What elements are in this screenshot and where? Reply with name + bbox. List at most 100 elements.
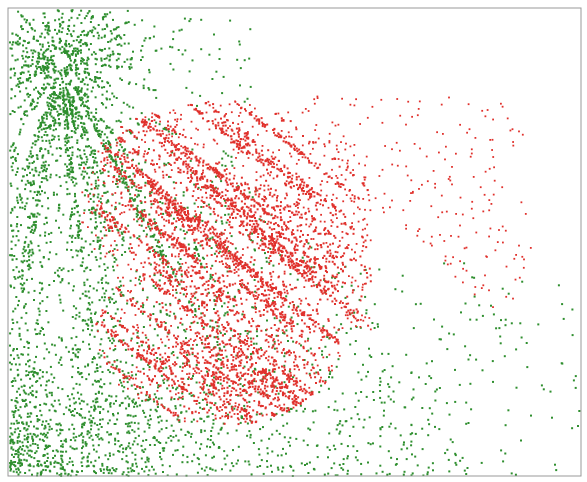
scatter-point [251,382,254,385]
scatter-point [160,208,163,211]
scatter-point [257,388,259,391]
scatter-point [315,208,318,211]
scatter-point [211,186,214,189]
scatter-point [121,473,124,476]
scatter-point [70,64,73,67]
scatter-point [60,31,63,34]
scatter-point [412,396,415,399]
scatter-point [69,404,71,407]
scatter-point [214,299,217,302]
scatter-point [240,415,243,418]
scatter-point [70,130,73,132]
scatter-point [165,441,168,444]
scatter-point [520,336,523,339]
scatter-point [298,193,300,196]
scatter-point [89,414,92,417]
scatter-point [11,209,14,212]
scatter-point [33,229,36,232]
scatter-point [123,60,126,63]
scatter-point [74,53,77,56]
scatter-point [42,468,45,471]
scatter-point [64,49,67,52]
scatter-point [14,244,17,247]
scatter-point [101,16,104,19]
scatter-point [49,470,52,473]
scatter-point [72,285,75,288]
scatter-point [149,235,152,238]
scatter-point [21,441,24,444]
scatter-point [11,110,14,112]
scatter-point [232,256,235,259]
scatter-point [31,251,34,254]
scatter-point [77,230,80,233]
scatter-point [170,424,173,427]
scatter-point [103,63,106,66]
scatter-point [38,52,41,55]
scatter-point [84,319,87,322]
scatter-point [71,410,74,412]
scatter-point [266,319,268,322]
scatter-point [90,111,93,114]
scatter-point [84,290,87,293]
scatter-point [368,347,370,350]
scatter-point [40,264,43,267]
scatter-point [465,473,468,475]
scatter-point [96,187,99,190]
scatter-point [210,276,213,279]
scatter-point [304,265,307,268]
scatter-point [130,348,133,351]
scatter-point [125,460,128,463]
scatter-point [59,25,61,28]
scatter-point [175,473,178,476]
scatter-point [274,134,277,137]
scatter-point [136,220,139,223]
scatter-point [504,424,507,427]
scatter-point [62,267,65,270]
scatter-point [35,154,38,157]
scatter-point [101,462,104,465]
scatter-point [23,385,26,387]
scatter-point [177,415,180,418]
scatter-point [267,397,270,400]
scatter-point [43,16,46,19]
scatter-point [36,57,39,60]
scatter-point [171,132,174,135]
scatter-point [89,333,91,336]
scatter-point [75,54,77,57]
scatter-point [182,191,185,194]
scatter-point [236,58,239,61]
scatter-point [216,341,219,343]
scatter-point [78,383,81,386]
scatter-point [42,22,45,24]
scatter-point [28,162,31,165]
scatter-point [79,44,82,47]
scatter-point [286,251,289,254]
scatter-point [221,157,224,160]
scatter-point [54,353,57,356]
scatter-point [191,280,193,283]
scatter-point [34,70,37,73]
scatter-point [363,184,366,187]
scatter-point [36,373,39,376]
scatter-point [88,410,91,413]
scatter-point [80,104,82,107]
scatter-point [200,312,203,315]
scatter-point [144,461,147,464]
scatter-point [269,362,272,365]
scatter-point [11,207,14,210]
scatter-point [180,428,183,431]
scatter-point [246,213,249,216]
scatter-point [284,254,287,257]
scatter-point [101,464,104,467]
scatter-point [132,398,135,401]
scatter-point [58,37,61,40]
scatter-point [118,53,121,56]
scatter-point [181,206,184,209]
scatter-point [50,62,53,65]
scatter-point [289,120,292,123]
scatter-point [135,270,138,273]
scatter-point [11,258,14,261]
scatter-point [71,10,73,13]
scatter-point [134,151,137,154]
scatter-point [201,398,204,401]
